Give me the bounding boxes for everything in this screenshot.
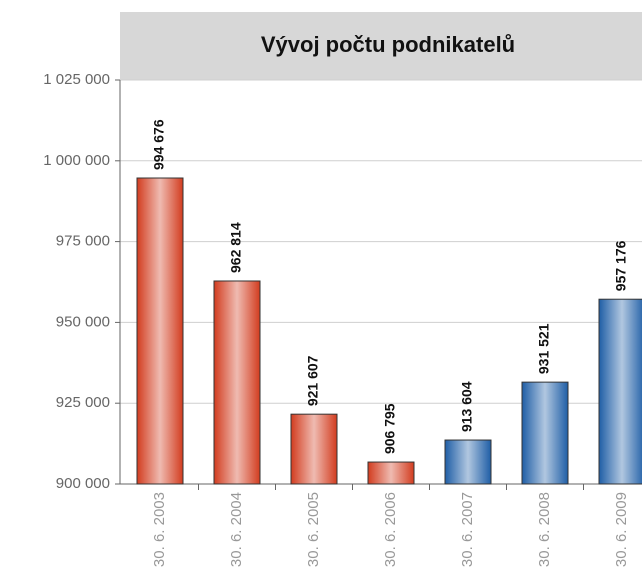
y-tick-label: 1 025 000 [43,71,110,88]
y-tick-label: 950 000 [56,313,110,330]
x-tick-label: 30. 6. 2008 [536,492,553,567]
value-label: 921 607 [305,355,321,406]
value-label: 962 814 [228,222,244,273]
value-label: 906 795 [382,403,398,454]
x-tick-label: 30. 6. 2005 [305,492,322,567]
value-label: 994 676 [151,119,167,170]
bar [290,413,338,485]
bar [598,298,642,485]
x-tick-label: 30. 6. 2007 [459,492,476,567]
bar [444,439,492,485]
value-label: 957 176 [613,240,629,291]
y-tick-label: 975 000 [56,233,110,250]
value-label: 913 604 [459,381,475,432]
y-tick-label: 1 000 000 [43,152,110,169]
bar [367,461,415,485]
y-tick-label: 900 000 [56,475,110,492]
x-tick-label: 30. 6. 2003 [151,492,168,567]
x-tick-label: 30. 6. 2004 [228,492,245,567]
x-tick-label: 30. 6. 2009 [613,492,630,567]
y-tick-label: 925 000 [56,394,110,411]
bar [136,177,184,485]
bar [213,280,261,485]
title-band [120,12,642,80]
bar [521,381,569,485]
chart-title: Vývoj počtu podnikatelů [261,32,515,57]
x-tick-label: 30. 6. 2006 [382,492,399,567]
value-label: 931 521 [536,323,552,374]
